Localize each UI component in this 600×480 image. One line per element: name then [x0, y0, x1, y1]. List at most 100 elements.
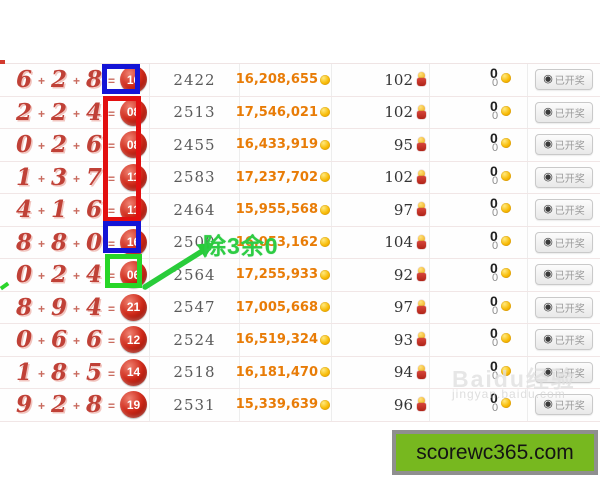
zero-top: 0	[490, 357, 498, 374]
drawn-button[interactable]: ◉ 已开奖	[535, 166, 593, 188]
zero-cluster: 0 0	[489, 65, 515, 93]
equation-digit-1: 9	[15, 391, 32, 419]
bet-cell: 0 0	[430, 129, 528, 161]
coin-icon	[320, 172, 330, 183]
jackpot-cell: 16,208,655	[236, 64, 332, 96]
coin-icon	[320, 302, 330, 313]
jackpot-amount: 16,181,470	[235, 364, 318, 380]
players-cell: 104	[332, 226, 430, 258]
zero-cluster: 0 0	[489, 195, 515, 223]
drawn-button[interactable]: ◉ 已开奖	[535, 101, 593, 123]
equals-sign: =	[107, 106, 115, 121]
jackpot-cell: 16,433,919	[236, 129, 332, 161]
drawn-button-label: 已开奖	[554, 401, 585, 413]
coin-icon	[501, 138, 511, 149]
table-row: 8 + 9 + 4 = 21 2547 17,005,668 97 0	[0, 291, 600, 324]
coin-icon	[320, 204, 330, 215]
bet-cell: 0 0	[430, 259, 528, 291]
equation-cell: 0 + 2 + 6 = 08	[0, 129, 150, 161]
drawn-button[interactable]: ◉ 已开奖	[535, 134, 593, 156]
plus-sign: +	[72, 106, 80, 121]
player-icon	[416, 202, 427, 217]
drawn-button-label: 已开奖	[554, 271, 585, 283]
zero-cluster: 0 0	[489, 325, 515, 353]
radio-icon: ◉	[543, 170, 553, 183]
player-icon	[416, 72, 427, 87]
player-icon	[416, 137, 427, 152]
players-cell: 92	[332, 259, 430, 291]
equation-cell: 9 + 2 + 8 = 19	[0, 389, 150, 421]
sum-ball: 14	[120, 358, 147, 386]
plus-sign: +	[72, 366, 80, 381]
zero-bottom: 0	[492, 239, 499, 252]
period-number: 2518	[150, 356, 240, 388]
drawn-button-label: 已开奖	[554, 108, 585, 120]
bet-cell: 0 0	[430, 226, 528, 258]
drawn-button[interactable]: ◉ 已开奖	[535, 361, 593, 383]
coin-icon	[320, 399, 330, 410]
period-number: 2422	[150, 64, 240, 96]
jackpot-amount: 16,208,655	[235, 72, 318, 88]
equation-digit-3: 4	[85, 98, 102, 126]
equation-digit-2: 8	[50, 358, 67, 386]
drawn-button-label: 已开奖	[554, 141, 585, 153]
zero-bottom: 0	[492, 337, 499, 350]
plus-sign: +	[37, 334, 45, 349]
coin-icon	[501, 203, 511, 214]
action-cell: ◉ 已开奖	[528, 292, 600, 324]
bet-cell: 0 0	[430, 64, 528, 96]
drawn-button[interactable]: ◉ 已开奖	[535, 329, 593, 351]
coin-icon	[320, 107, 330, 118]
players-cell: 97	[332, 291, 430, 323]
equation-digit-1: 0	[15, 326, 32, 354]
equation-digit-1: 1	[15, 358, 32, 386]
period-number: 2524	[150, 324, 240, 356]
action-cell: ◉ 已开奖	[528, 162, 600, 194]
equation-cell: 1 + 8 + 5 = 14	[0, 356, 150, 388]
plus-sign: +	[72, 171, 80, 186]
drawn-button[interactable]: ◉ 已开奖	[535, 231, 593, 253]
players-cell: 93	[332, 324, 430, 356]
plus-sign: +	[72, 139, 80, 154]
equation-cell: 8 + 9 + 4 = 21	[0, 291, 150, 323]
period-number: 2513	[150, 96, 240, 128]
drawn-button[interactable]: ◉ 已开奖	[535, 264, 593, 286]
drawn-button[interactable]: ◉ 已开奖	[535, 296, 593, 318]
period-number: 2531	[150, 389, 240, 421]
table-row: 2 + 2 + 4 = 08 2513 17,546,021 102 0	[0, 96, 600, 129]
coin-icon	[501, 365, 511, 376]
player-count: 97	[393, 200, 413, 219]
player-icon	[416, 104, 427, 120]
zero-bottom: 0	[492, 272, 499, 285]
equation-digit-2: 2	[50, 131, 67, 159]
equation-digit-2: 6	[50, 326, 67, 354]
sum-ball: 08	[120, 131, 147, 159]
action-cell: ◉ 已开奖	[528, 259, 600, 291]
drawn-button[interactable]: ◉ 已开奖	[535, 394, 593, 416]
players-cell: 95	[332, 129, 430, 161]
equation-cell: 1 + 3 + 7 = 11	[0, 161, 150, 193]
radio-icon: ◉	[543, 105, 553, 118]
equals-sign: =	[107, 269, 115, 284]
equation-digit-1: 8	[15, 228, 32, 256]
bet-cell: 0 0	[430, 291, 528, 323]
jackpot-amount: 16,433,919	[235, 137, 318, 153]
bet-cell: 0 0	[430, 161, 528, 193]
plus-sign: +	[72, 269, 80, 284]
zero-cluster: 0 0	[489, 228, 515, 256]
equation-cell: 0 + 6 + 6 = 12	[0, 324, 150, 356]
coin-icon	[320, 74, 330, 85]
jackpot-cell: 16,519,324	[236, 324, 332, 356]
equation-digit-3: 7	[85, 163, 102, 191]
equation-digit-2: 2	[50, 391, 67, 419]
drawn-button[interactable]: ◉ 已开奖	[535, 69, 593, 91]
action-cell: ◉ 已开奖	[528, 64, 600, 96]
player-icon	[416, 267, 427, 282]
plus-sign: +	[72, 334, 80, 349]
players-cell: 102	[332, 161, 430, 193]
radio-icon: ◉	[543, 203, 553, 216]
equation-digit-2: 9	[50, 293, 67, 321]
drawn-button[interactable]: ◉ 已开奖	[535, 199, 593, 221]
equation-digit-3: 4	[85, 293, 102, 321]
